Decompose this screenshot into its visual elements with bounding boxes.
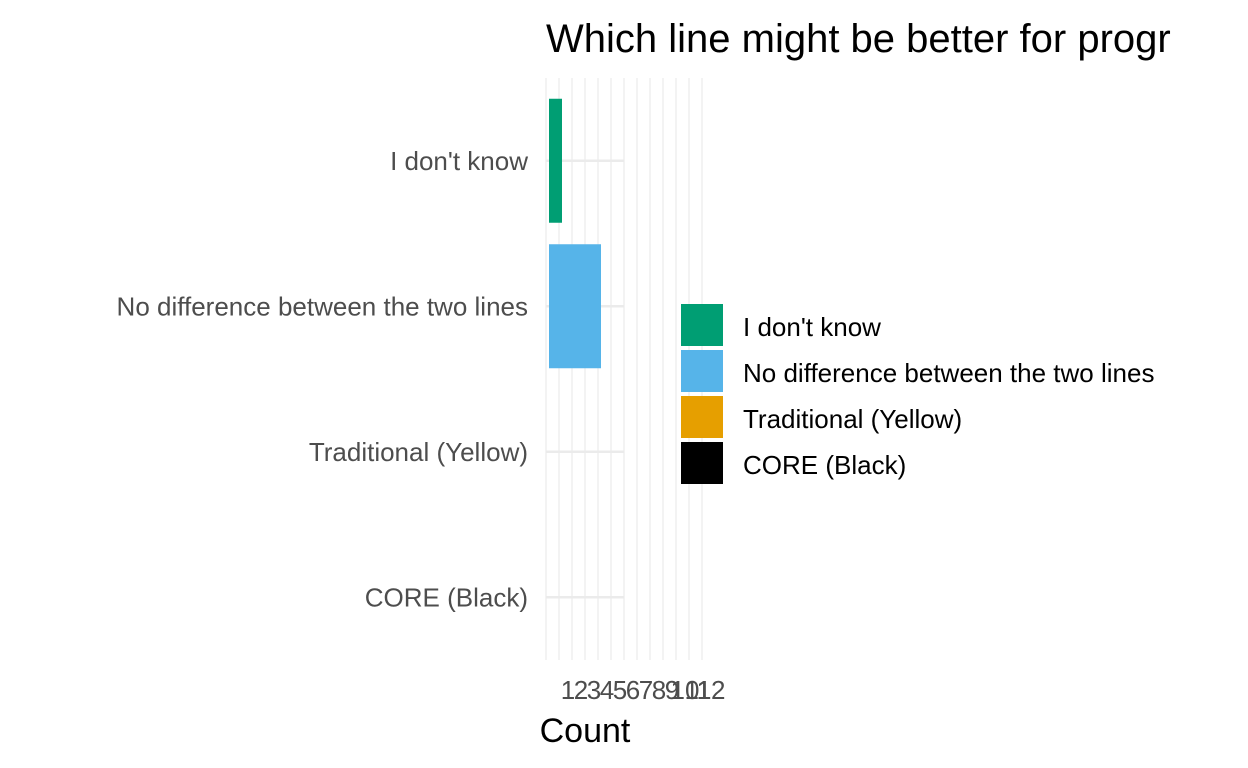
legend-label: No difference between the two lines (743, 358, 1154, 388)
category-label: CORE (Black) (365, 582, 528, 612)
legend: I don't know No difference between the tw… (681, 304, 1154, 484)
x-tick-label: 3 (587, 675, 601, 705)
legend-label: CORE (Black) (743, 450, 906, 480)
x-tick-label: 6 (626, 675, 640, 705)
bar (549, 244, 601, 369)
legend-swatch (681, 350, 723, 392)
legend-swatch (681, 442, 723, 484)
legend-label: I don't know (743, 312, 881, 342)
x-tick-label: 5 (613, 675, 627, 705)
category-label: Traditional (Yellow) (309, 437, 528, 467)
x-tick-label: 1 (561, 675, 575, 705)
category-label: I don't know (390, 146, 528, 176)
category-labels: I don't know No difference between the tw… (117, 146, 529, 613)
x-tick-label: 7 (639, 675, 653, 705)
x-tick-label: 4 (600, 675, 614, 705)
bar (549, 98, 562, 223)
x-tick-label: 11 (685, 675, 712, 705)
x-tick-label: 2 (574, 675, 588, 705)
category-label: No difference between the two lines (117, 291, 528, 321)
legend-swatch (681, 304, 723, 346)
x-tick-label: 9 (665, 675, 679, 705)
chart-title: Which line might be better for progr (546, 17, 1171, 61)
bars (549, 98, 601, 369)
x-axis-title: Count (540, 712, 631, 750)
x-tick-label: 12 (697, 675, 726, 705)
legend-label: Traditional (Yellow) (743, 404, 962, 434)
x-tick-label: 8 (652, 675, 666, 705)
x-tick-label: 10 (671, 675, 700, 705)
legend-swatch (681, 396, 723, 438)
